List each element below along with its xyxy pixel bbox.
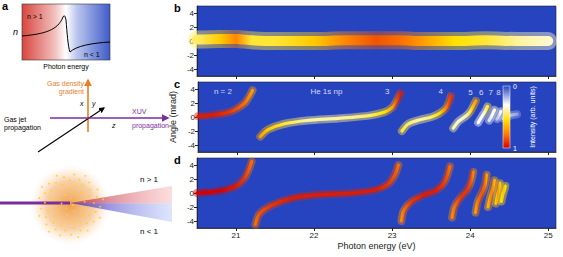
svg-text:Intensity (arb. units): Intensity (arb. units) xyxy=(529,86,537,147)
svg-text:8: 8 xyxy=(496,88,501,97)
svg-text:6: 6 xyxy=(479,88,484,97)
svg-text:a: a xyxy=(2,0,9,12)
svg-text:2: 2 xyxy=(190,23,195,32)
svg-text:0: 0 xyxy=(190,112,195,122)
svg-text:d: d xyxy=(174,154,181,166)
svg-text:-4: -4 xyxy=(188,141,196,150)
svg-text:Gas jet: Gas jet xyxy=(4,116,26,124)
svg-text:4: 4 xyxy=(191,85,196,94)
svg-text:Photon energy (eV): Photon energy (eV) xyxy=(337,241,415,251)
svg-text:-2: -2 xyxy=(187,51,195,60)
svg-text:1: 1 xyxy=(513,145,517,152)
svg-text:x: x xyxy=(79,100,84,107)
svg-text:-4: -4 xyxy=(187,217,195,226)
svg-text:XUV: XUV xyxy=(132,108,147,115)
svg-text:-2: -2 xyxy=(188,127,196,136)
svg-text:He 1s np: He 1s np xyxy=(310,87,343,96)
svg-text:Photon energy: Photon energy xyxy=(43,63,89,71)
svg-text:n < 1: n < 1 xyxy=(84,51,100,58)
svg-text:c: c xyxy=(174,78,180,90)
svg-text:5: 5 xyxy=(468,88,473,97)
svg-text:n < 1: n < 1 xyxy=(140,227,159,236)
svg-text:n = 2: n = 2 xyxy=(214,87,233,96)
svg-text:n > 1: n > 1 xyxy=(27,13,43,20)
svg-text:4: 4 xyxy=(439,87,444,96)
svg-text:n: n xyxy=(13,27,18,37)
svg-text:propagation: propagation xyxy=(4,124,41,132)
svg-text:z: z xyxy=(111,122,116,129)
svg-text:gradient: gradient xyxy=(59,88,84,96)
svg-text:2: 2 xyxy=(190,175,195,184)
svg-text:3: 3 xyxy=(385,87,390,96)
svg-text:n > 1: n > 1 xyxy=(140,175,159,184)
svg-text:0: 0 xyxy=(189,188,194,198)
svg-text:propagation: propagation xyxy=(132,122,169,130)
svg-text:y: y xyxy=(91,100,96,108)
svg-text:b: b xyxy=(174,2,181,14)
svg-text:0: 0 xyxy=(513,83,517,90)
svg-text:23: 23 xyxy=(388,231,397,240)
svg-text:4: 4 xyxy=(190,161,195,170)
svg-text:-2: -2 xyxy=(187,203,195,212)
svg-text:Gas density: Gas density xyxy=(47,80,84,88)
svg-text:-4: -4 xyxy=(187,65,195,74)
svg-text:4: 4 xyxy=(190,9,195,18)
svg-text:Angle (mrad): Angle (mrad) xyxy=(168,91,178,143)
svg-text:22: 22 xyxy=(310,231,319,240)
svg-text:21: 21 xyxy=(232,231,241,240)
svg-text:25: 25 xyxy=(544,231,553,240)
svg-text:2: 2 xyxy=(191,99,196,108)
svg-text:24: 24 xyxy=(466,231,475,240)
svg-text:7: 7 xyxy=(488,88,493,97)
